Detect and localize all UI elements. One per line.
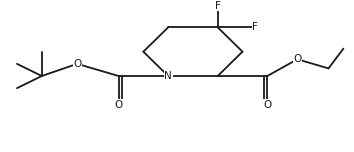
Text: O: O: [114, 100, 123, 110]
Text: N: N: [164, 71, 172, 81]
Text: O: O: [293, 54, 302, 64]
Text: F: F: [252, 22, 258, 32]
Text: O: O: [263, 100, 272, 110]
Text: O: O: [73, 59, 81, 69]
Text: F: F: [215, 1, 221, 11]
